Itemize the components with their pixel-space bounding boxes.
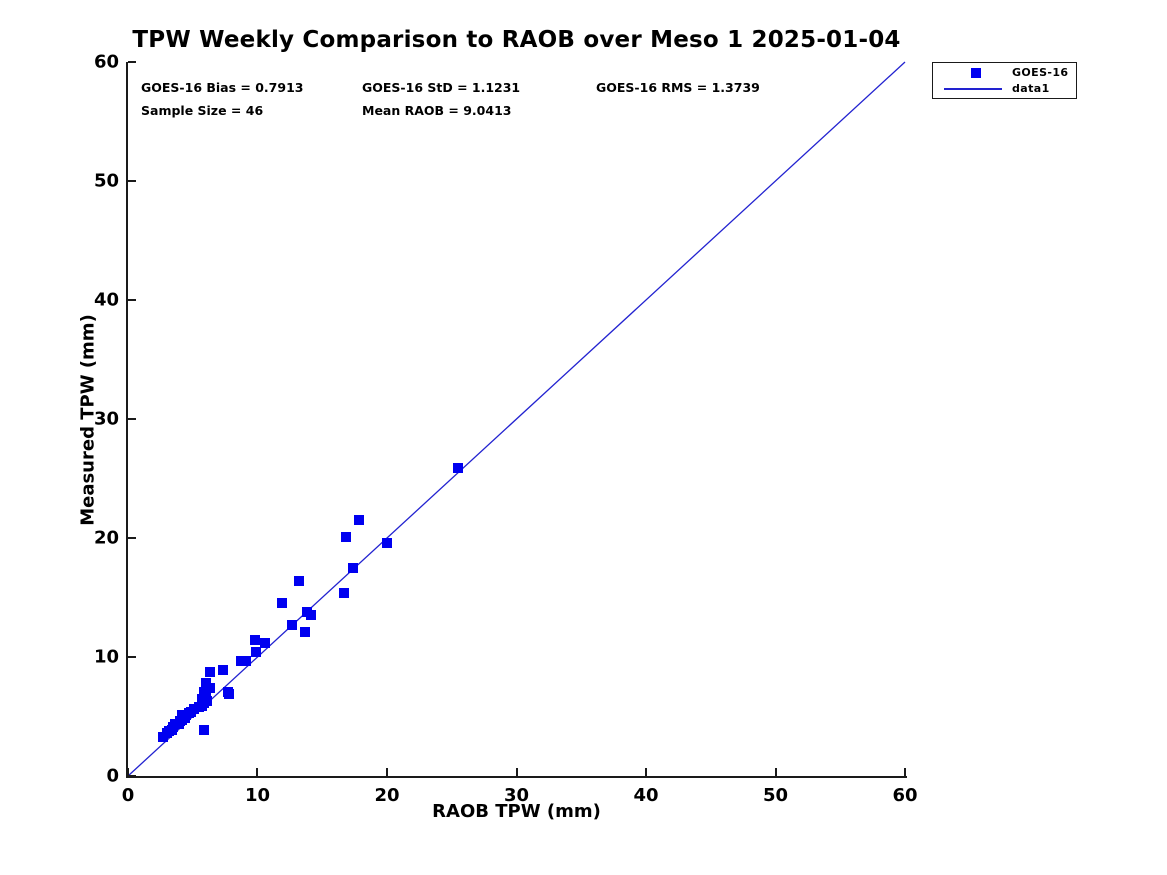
scatter-point [200,690,211,701]
y-tick-label: 20 [93,527,119,549]
scatter-point [293,575,304,586]
y-tick-label: 10 [93,646,119,668]
x-tick-label: 50 [762,785,789,806]
x-axis-label: RAOB TPW (mm) [432,801,601,822]
scatter-point [300,627,311,637]
x-tick-label: 10 [244,785,271,806]
y-tick [128,775,136,777]
legend: GOES-16 data1 [932,62,1077,99]
legend-entry-label: GOES-16 [1012,66,1069,79]
scatter-point [224,688,234,699]
scatter-point [204,667,215,678]
y-tick [128,537,136,539]
y-tick-label: 60 [93,51,119,73]
x-tick-label: 60 [892,785,918,806]
scatter-point [201,696,212,707]
scatter-point [199,724,210,735]
scatter-point [251,647,262,658]
scatter-point [340,531,351,542]
scatter-point [353,515,364,526]
stat-rms: GOES-16 RMS = 1.3739 [596,80,760,95]
plot-area: 0 10 20 30 40 50 60 0 10 20 30 40 50 60 [94,52,918,807]
x-axis-line [126,776,907,778]
scatter-point [217,665,228,676]
legend-icon-cell [933,87,1012,90]
scatter-point [305,610,316,621]
x-tick-label: 20 [374,785,400,806]
scatter-point [204,682,215,693]
stat-std: GOES-16 StD = 1.1231 [362,80,521,95]
legend-entry-label: data1 [1012,82,1050,95]
scatter-point [249,635,260,646]
x-tick [904,768,906,776]
stat-mean-raob: Mean RAOB = 9.0413 [362,103,512,118]
legend-icon-cell [933,67,1012,78]
scatter-point [453,462,464,473]
y-tick-label: 0 [106,765,119,787]
scatter-point [260,637,271,648]
x-tick [256,768,259,776]
legend-row: data1 [933,82,1076,95]
legend-marker-icon [971,67,981,78]
scatter-point [240,655,251,666]
chart-title: TPW Weekly Comparison to RAOB over Meso … [132,27,901,53]
scatter-point [348,562,359,573]
stat-sample-size: Sample Size = 46 [141,103,264,118]
x-tick [644,768,647,776]
x-tick-label: 40 [633,785,659,806]
y-tick [128,299,136,301]
x-tick-label: 30 [503,785,530,806]
scatter-point [287,619,298,630]
y-axis-line [126,62,128,778]
y-tick [128,418,136,420]
legend-row: GOES-16 [933,66,1076,79]
stat-bias: GOES-16 Bias = 0.7913 [141,80,304,95]
y-tick-label: 30 [93,408,119,430]
x-tick [774,768,777,776]
legend-line-icon [944,87,1002,90]
line-layer [128,62,905,776]
scatter-point [381,537,392,548]
scatter-point [277,598,288,609]
scatter-point [339,587,350,598]
y-tick [128,61,136,63]
y-tick [128,656,136,658]
y-axis-label: Measured TPW (mm) [77,314,99,526]
y-tick [128,180,136,182]
x-tick [127,768,129,776]
y-tick-label: 50 [93,170,119,192]
x-tick [385,768,388,776]
scatter-point [189,704,200,715]
x-tick [515,768,518,776]
identity-line [128,62,905,776]
x-tick-label: 0 [121,785,135,806]
y-tick-label: 40 [93,289,119,311]
scatter-point [235,655,246,666]
